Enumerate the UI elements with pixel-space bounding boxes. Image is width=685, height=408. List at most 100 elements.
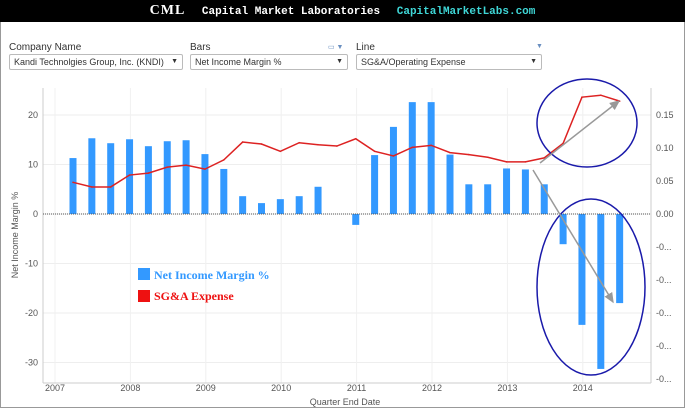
line-point [430, 144, 432, 147]
banner-url[interactable]: CapitalMarketLabs.com [396, 6, 536, 18]
line-point [204, 168, 206, 170]
line-point [298, 141, 301, 144]
bar [521, 169, 529, 214]
line-select[interactable]: SG&A/Operating Expense ▼ [356, 54, 542, 70]
y2-tick-label: -0... [656, 308, 672, 318]
line-point [354, 137, 357, 140]
bar [484, 184, 492, 214]
line-point [524, 161, 527, 163]
line-point [241, 141, 244, 143]
bar [559, 214, 567, 245]
legend-swatch-line [138, 290, 150, 302]
line-point [449, 151, 451, 154]
company-label: Company Name [9, 42, 82, 53]
x-tick-label: 2009 [196, 383, 216, 393]
line-point [468, 153, 470, 156]
line-point [223, 159, 225, 161]
line-point [486, 156, 489, 159]
annotation-arrow-down [532, 169, 614, 304]
line-point [505, 161, 508, 163]
bar [144, 146, 152, 214]
bar [389, 126, 397, 214]
bar [578, 214, 586, 325]
x-tick-label: 2007 [45, 383, 65, 393]
cml-logo: CML [149, 3, 186, 18]
bar [126, 139, 134, 214]
bar [88, 138, 96, 214]
y-tick-label: -20 [25, 308, 38, 318]
line-point [128, 174, 131, 176]
y-tick-label: 10 [28, 160, 38, 170]
bars-label: Bars [190, 42, 211, 53]
annotation-arrow-up [539, 100, 621, 164]
bar [314, 186, 322, 214]
y-tick-label: 20 [28, 110, 38, 120]
chevron-down-icon: ▼ [336, 58, 343, 65]
y2-tick-label: 0.00 [656, 209, 674, 219]
line-point [109, 186, 112, 188]
y2-tick-label: -0... [656, 275, 672, 285]
bar [352, 214, 360, 225]
bar [465, 184, 473, 214]
bar [69, 158, 77, 214]
line-label: Line [356, 42, 375, 53]
bar [597, 214, 605, 369]
bar [427, 102, 435, 214]
y2-tick-label: 0.05 [656, 176, 674, 186]
line-point [411, 146, 414, 149]
line-point [543, 157, 546, 159]
banner: CML Capital Market Laboratories CapitalM… [0, 0, 685, 22]
line-point [72, 181, 74, 184]
bar [276, 199, 284, 214]
y2-tick-label: 0.10 [656, 143, 674, 153]
bar [295, 196, 303, 214]
x-tick-label: 2014 [573, 383, 593, 393]
bar [107, 143, 115, 214]
x-axis-label: Quarter End Date [310, 397, 381, 407]
bars-value: Net Income Margin % [195, 57, 282, 67]
y-tick-label: -30 [25, 358, 38, 368]
line-point [581, 96, 583, 98]
line-point [260, 143, 263, 145]
line-point [147, 172, 150, 174]
y-axis-label: Net Income Margin % [10, 192, 20, 279]
x-tick-label: 2008 [120, 383, 140, 393]
banner-title: Capital Market Laboratories [201, 6, 381, 18]
line-point [373, 150, 376, 153]
x-tick-label: 2013 [497, 383, 517, 393]
company-select[interactable]: Kandi Technolgies Group, Inc. (KNDI) ▼ [9, 54, 183, 70]
line-value: SG&A/Operating Expense [361, 57, 466, 67]
x-tick-label: 2012 [422, 383, 442, 393]
y2-tick-label: -0... [656, 374, 672, 384]
bar [239, 196, 247, 214]
line-options-icon[interactable]: ▼ [536, 43, 543, 50]
y2-tick-label: -0... [656, 242, 672, 252]
bar [182, 140, 190, 214]
bars-options-icon[interactable]: ▭ ▼ [328, 44, 344, 51]
y-tick-label: 0 [33, 209, 38, 219]
x-tick-label: 2010 [271, 383, 291, 393]
annotation-circle-bottom [536, 198, 646, 376]
y2-tick-label: -0... [656, 341, 672, 351]
bar [408, 102, 416, 214]
bar [616, 214, 624, 304]
bar [220, 168, 228, 214]
y-tick-label: -10 [25, 259, 38, 269]
bar [163, 141, 171, 214]
line-point [336, 145, 338, 147]
bar [446, 154, 454, 214]
legend-swatch-bars [138, 268, 150, 280]
legend-label-bars: Net Income Margin % [154, 268, 270, 282]
bar [371, 155, 379, 214]
x-tick-label: 2011 [347, 383, 366, 393]
annotation-circle-top [536, 78, 638, 168]
legend: Net Income Margin % SG&A Expense [138, 268, 270, 303]
line-point [392, 155, 395, 157]
line-point [185, 164, 187, 166]
line-point [317, 143, 319, 146]
bar [258, 203, 265, 214]
line-point [166, 166, 169, 168]
sga-line [72, 94, 620, 188]
bars-select[interactable]: Net Income Margin % ▼ [190, 54, 348, 70]
